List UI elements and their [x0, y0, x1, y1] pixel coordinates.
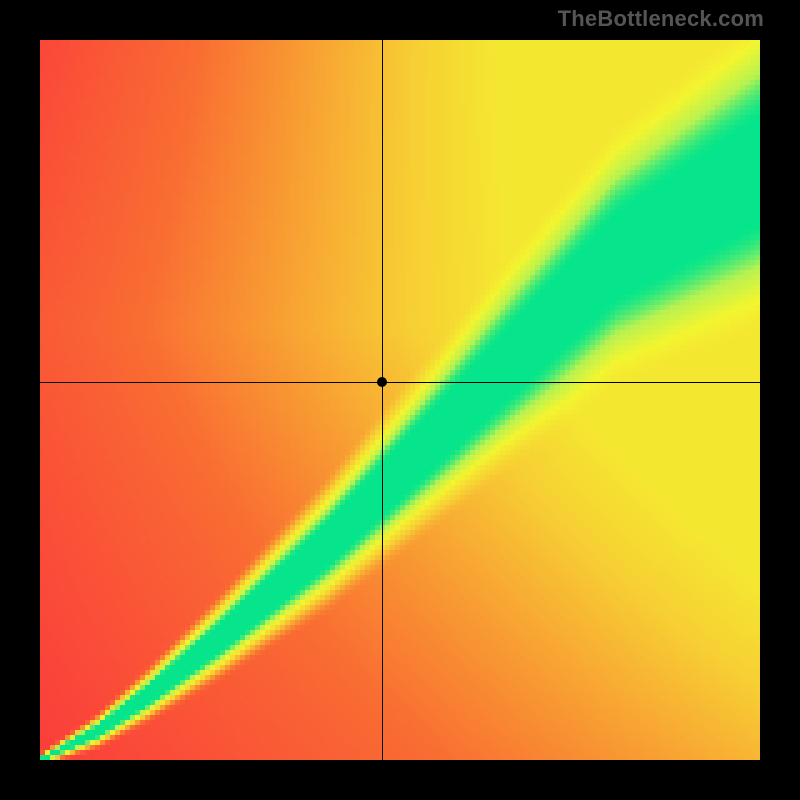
crosshair-horizontal	[40, 382, 760, 383]
crosshair-marker	[377, 377, 387, 387]
chart-container: TheBottleneck.com	[0, 0, 800, 800]
heatmap-canvas	[40, 40, 760, 760]
watermark-text: TheBottleneck.com	[558, 6, 764, 32]
plot-area	[40, 40, 760, 760]
crosshair-vertical	[382, 40, 383, 760]
